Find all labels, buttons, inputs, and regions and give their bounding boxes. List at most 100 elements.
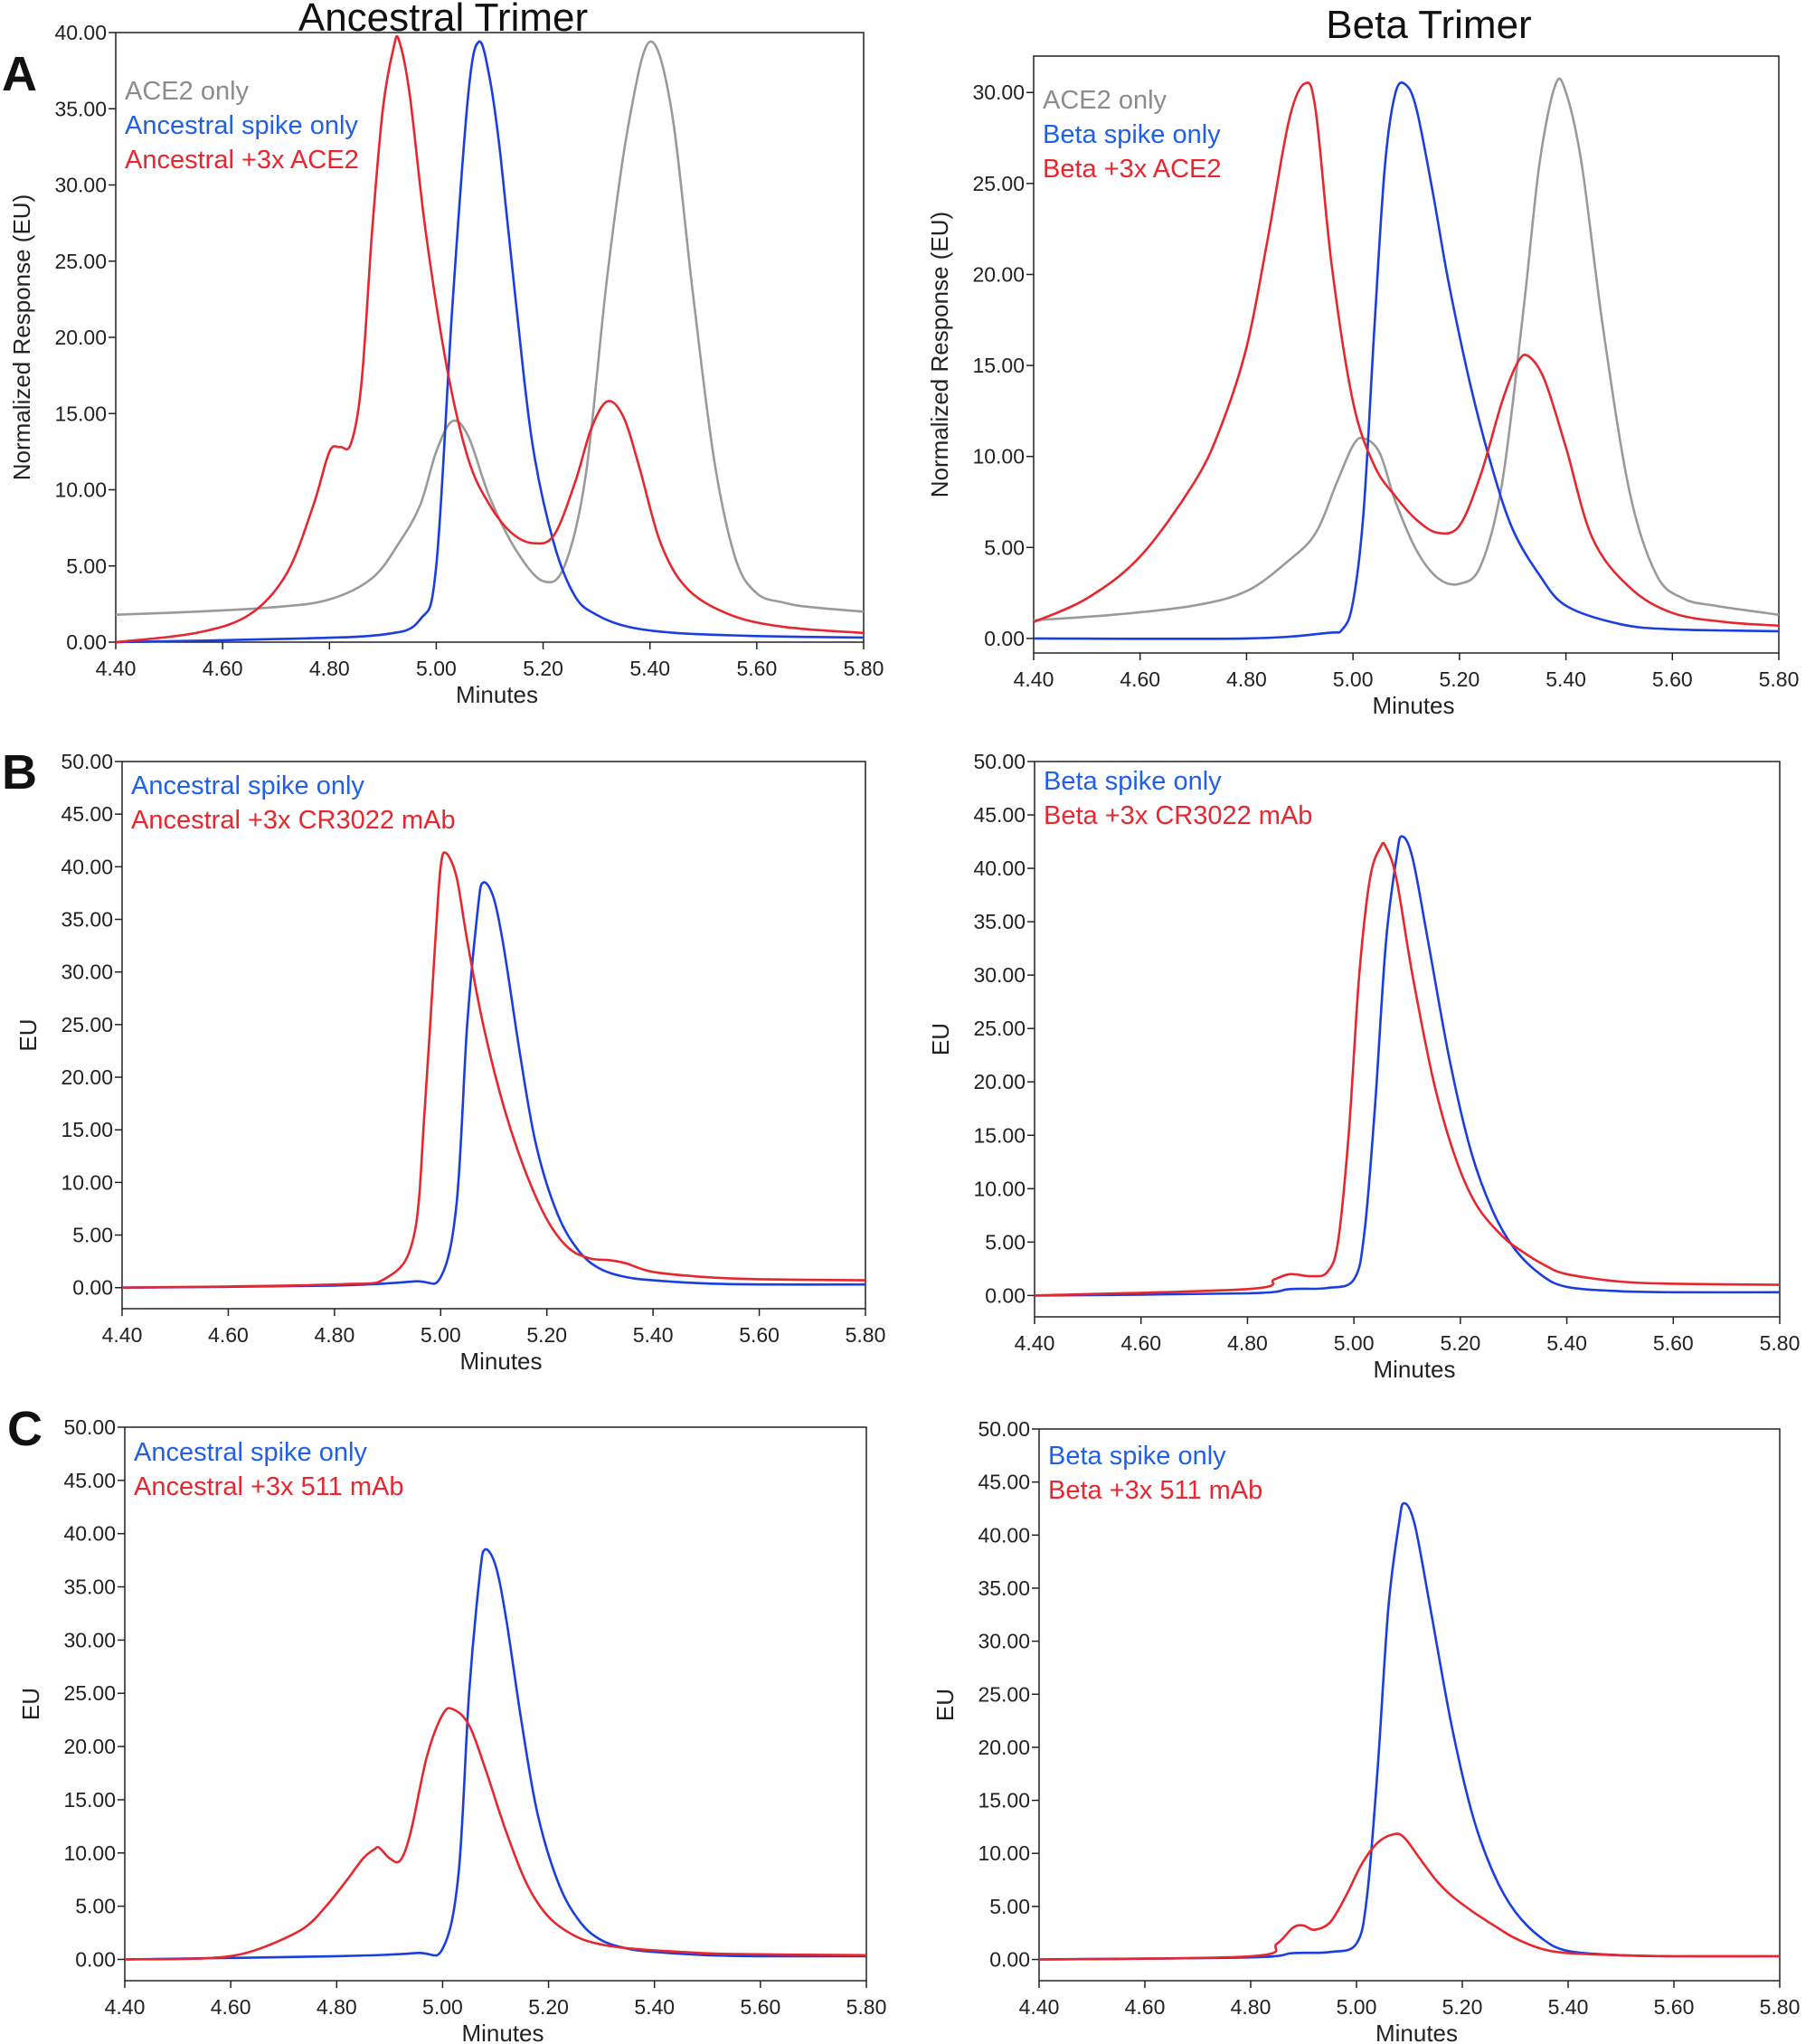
series-line-blue (1034, 835, 1781, 1297)
x-tick-label: 5.20 (526, 1323, 567, 1347)
x-tick-label: 5.20 (1442, 1995, 1483, 2019)
x-tick-label: 5.20 (1439, 667, 1479, 691)
x-tick-label: 4.80 (1231, 1995, 1271, 2019)
series-line-red (121, 851, 866, 1289)
legend-entry-red: Ancestral +3x 511 mAb (134, 1472, 403, 1501)
chart-C-ancestral: 0.00 5.00 10.00 15.00 20.00 25.00 30.00 35.00 40… (17, 1415, 886, 2044)
y-tick-label: 30.00 (978, 1630, 1030, 1653)
y-tick-label: 50.00 (61, 750, 113, 773)
x-tick-label: 5.40 (629, 657, 670, 680)
y-tick-label: 5.00 (984, 535, 1025, 559)
y-tick-label: 20.00 (972, 262, 1025, 286)
x-tick-label: 4.40 (96, 657, 137, 680)
y-tick-label: 20.00 (973, 1070, 1026, 1093)
legend-entry-blue: Beta spike only (1044, 767, 1222, 796)
y-axis-label: EU (927, 1023, 954, 1055)
x-tick-label: 5.20 (523, 657, 563, 680)
legend-entry-red: Ancestral +3x ACE2 (125, 146, 359, 175)
y-tick-label: 20.00 (63, 1735, 116, 1758)
y-tick-label: 30.00 (61, 960, 113, 984)
x-tick-label: 5.20 (1440, 1331, 1480, 1355)
series-line-blue (1033, 81, 1780, 640)
x-tick-label: 4.80 (1227, 1331, 1268, 1355)
x-tick-label: 5.80 (846, 1323, 886, 1347)
legend-entry-gray: ACE2 only (1043, 86, 1167, 115)
y-tick-label: 35.00 (978, 1576, 1030, 1600)
series-line-blue (1038, 1501, 1781, 1961)
y-tick-label: 30.00 (54, 174, 107, 197)
x-tick-label: 5.60 (1652, 667, 1693, 691)
x-tick-label: 4.60 (1125, 1995, 1166, 2019)
chart-A-ancestral: 0.00 5.00 10.00 15.00 20.00 25.00 30.00 35.00 40… (8, 21, 884, 708)
y-tick-label: 0.00 (989, 1948, 1030, 1972)
x-tick-label: 4.40 (1014, 667, 1054, 691)
row-label-c: C (7, 1402, 43, 1456)
x-axis-label: Minutes (461, 2020, 544, 2044)
x-tick-label: 4.60 (1120, 667, 1160, 691)
legend-entry-blue: Ancestral spike only (134, 1438, 367, 1467)
y-tick-label: 50.00 (973, 750, 1026, 773)
x-tick-label: 4.80 (317, 1995, 357, 2019)
x-tick-label: 5.80 (1760, 1995, 1801, 2019)
x-tick-label: 5.60 (736, 657, 777, 680)
y-tick-label: 15.00 (61, 1118, 113, 1141)
y-tick-label: 30.00 (63, 1628, 116, 1651)
x-tick-label: 5.00 (1337, 1995, 1377, 2019)
y-tick-label: 40.00 (973, 856, 1026, 880)
legend-entry-blue: Beta spike only (1043, 120, 1221, 149)
series-line-red (1034, 841, 1781, 1297)
x-tick-label: 5.00 (421, 1323, 461, 1347)
y-tick-label: 50.00 (63, 1415, 116, 1439)
row-label-b: B (2, 745, 37, 800)
y-tick-label: 0.00 (75, 1947, 116, 1971)
series-line-red (1038, 1832, 1781, 1961)
x-tick-label: 5.00 (422, 1995, 463, 2019)
x-tick-label: 4.60 (203, 657, 243, 680)
row-label-a: A (2, 47, 37, 101)
series-line-red (124, 1707, 867, 1961)
series-line-gray (1033, 77, 1780, 622)
y-tick-label: 45.00 (61, 802, 113, 826)
column-title-beta: Beta Trimer (1326, 3, 1531, 47)
x-axis-label: Minutes (456, 681, 538, 708)
legend-entry-blue: Ancestral spike only (125, 111, 358, 140)
x-tick-label: 4.40 (102, 1323, 143, 1347)
y-tick-label: 10.00 (63, 1841, 116, 1865)
x-tick-label: 4.40 (1019, 1995, 1060, 2019)
chart-B-ancestral: 0.00 5.00 10.00 15.00 20.00 25.00 30.00 35.00 40… (14, 750, 885, 1375)
plot-frame (121, 761, 866, 1310)
charts-container: 0.00 5.00 10.00 15.00 20.00 25.00 30.00 35.00 40… (8, 21, 1800, 2044)
y-tick-label: 30.00 (972, 80, 1025, 104)
y-tick-label: 0.00 (985, 1283, 1026, 1307)
y-tick-label: 0.00 (984, 627, 1025, 650)
x-tick-label: 4.60 (208, 1323, 249, 1347)
x-tick-label: 4.80 (314, 1323, 354, 1347)
x-tick-label: 5.00 (416, 657, 457, 680)
chart-B-beta: 0.00 5.00 10.00 15.00 20.00 25.00 30.00 35.00 40… (927, 750, 1800, 1383)
legend-entry-gray: ACE2 only (125, 77, 250, 106)
y-tick-label: 25.00 (63, 1681, 116, 1705)
x-tick-label: 5.80 (844, 657, 884, 680)
y-tick-label: 15.00 (63, 1788, 116, 1812)
y-tick-label: 10.00 (61, 1170, 113, 1194)
y-tick-label: 35.00 (54, 97, 107, 120)
x-tick-label: 5.80 (846, 1995, 887, 2019)
legend-entry-blue: Beta spike only (1048, 1442, 1226, 1471)
series-line-red (115, 34, 865, 644)
plot-frame (115, 32, 865, 643)
y-axis-label: EU (14, 1018, 42, 1051)
y-tick-label: 5.00 (989, 1895, 1030, 1918)
x-tick-label: 5.80 (1760, 1331, 1801, 1355)
x-axis-label: Minutes (1372, 692, 1454, 719)
y-tick-label: 45.00 (978, 1471, 1030, 1494)
y-tick-label: 10.00 (54, 478, 107, 502)
x-tick-label: 4.40 (105, 1995, 146, 2019)
series-line-red (1033, 81, 1780, 628)
x-tick-label: 5.60 (740, 1995, 780, 2019)
x-tick-label: 4.60 (211, 1995, 251, 2019)
x-tick-label: 5.40 (633, 1323, 674, 1347)
y-tick-label: 15.00 (972, 354, 1025, 377)
x-tick-label: 5.00 (1334, 1331, 1375, 1355)
series-line-blue (121, 881, 866, 1289)
